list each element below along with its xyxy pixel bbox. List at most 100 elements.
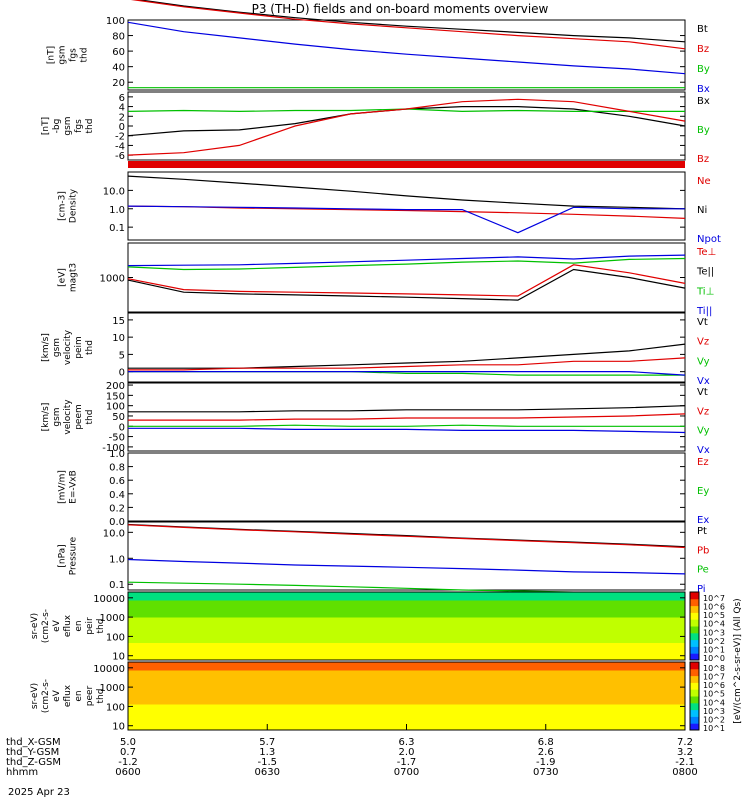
heatmap-cell (128, 643, 180, 652)
heatmap-cell (482, 696, 534, 705)
legend-entry: Vy (697, 356, 710, 367)
y-axis-label: eflux (63, 684, 73, 707)
colorbar-tick-label: 10^2 (703, 637, 725, 646)
plot-title: P3 (TH-D) fields and on-board moments ov… (252, 2, 549, 16)
y-tick-label: -2 (115, 132, 125, 143)
heatmap-cell (533, 626, 585, 635)
series-line-Pi (127, 558, 686, 575)
heatmap-cell (482, 600, 534, 610)
y-axis-label: gsm (58, 45, 68, 64)
y-tick-label: 6 (119, 93, 125, 104)
y-tick-label: 10000 (93, 664, 125, 675)
heatmap-cell (279, 670, 332, 680)
heatmap-cell (178, 634, 230, 644)
y-tick-label: 20 (112, 78, 125, 89)
heatmap-cell (128, 626, 180, 635)
colorbar-tick-label: 10^3 (703, 707, 725, 716)
colorbar (689, 661, 700, 731)
heatmap-cell (229, 687, 281, 697)
x-axis-value: 1.3 (259, 747, 275, 758)
colorbar-frame (689, 591, 700, 661)
heatmap-cell (583, 662, 635, 671)
y-axis-label: en (74, 620, 84, 631)
legend-entry: By (697, 125, 710, 136)
legend-entry: Vt (697, 387, 708, 398)
y-axis-label: thd (85, 340, 95, 355)
colorbar-tick-label: 10^8 (703, 664, 725, 673)
series-line-Vx (128, 427, 686, 434)
panel-frame (127, 91, 686, 161)
y-axis-label: [nT] (41, 117, 51, 135)
heatmap-cell (381, 662, 433, 671)
heatmap-cell (330, 600, 382, 610)
heatmap-cell (533, 609, 585, 618)
heatmap-cell (431, 713, 483, 722)
series-line-Bz (130, 0, 686, 50)
y-tick-label: 1000 (100, 683, 125, 694)
panel-frame (127, 591, 686, 661)
heatmap-cell (279, 704, 332, 714)
heatmap-cell (330, 721, 382, 731)
y-axis-label: eflux (63, 614, 73, 637)
panel-8 (127, 521, 686, 596)
y-tick-label: -4 (115, 141, 125, 152)
heatmap-cell (634, 617, 686, 627)
heatmap-cell (482, 609, 534, 618)
y-tick-label: 0 (119, 422, 125, 433)
heatmap-cell (178, 662, 230, 671)
heatmap-cell (229, 592, 281, 601)
legend-entry: Vx (697, 445, 710, 456)
x-axis-value: 0730 (533, 767, 558, 778)
heatmap-cell (128, 687, 180, 697)
heatmap-cell (229, 670, 281, 680)
heatmap-cell (583, 600, 635, 610)
heatmap-cell (533, 704, 585, 714)
panel-7 (127, 452, 686, 522)
y-axis-label: thd (96, 619, 106, 634)
heatmap-cell (381, 670, 433, 680)
heatmap-cell (533, 713, 585, 722)
y-axis-label: thd (85, 410, 95, 425)
y-axis-label: velocity (63, 329, 73, 365)
y-tick-label: 60 (112, 47, 125, 58)
series-line-Ni (127, 175, 686, 210)
heatmap-cell (178, 617, 230, 627)
y-tick-label: -50 (109, 433, 125, 444)
series-line-Vz (128, 357, 686, 371)
heatmap-cell (482, 643, 534, 652)
colorbar-tick-label: 10^2 (703, 715, 725, 724)
y-tick-label: 10.0 (103, 528, 125, 539)
legend-entry: Bz (697, 154, 709, 165)
x-axis-value: -1.2 (118, 757, 138, 768)
heatmap-cell (381, 713, 433, 722)
heatmap-cell (583, 721, 635, 731)
x-axis-value: 0700 (394, 767, 419, 778)
heatmap-cell (381, 651, 433, 661)
heatmap-cell (482, 592, 534, 601)
series-line-Bt (136, 0, 686, 43)
y-tick-label: 40 (112, 63, 125, 74)
series-line-Te|| (127, 268, 686, 301)
panel-frame (127, 242, 686, 313)
heatmap-cell (533, 651, 585, 661)
y-tick-label: 100 (106, 402, 125, 413)
legend-entry: Ti|| (696, 306, 712, 317)
y-tick-label: 10 (112, 652, 125, 663)
heatmap-cell (634, 609, 686, 618)
colorbar-tick-label: 10^6 (703, 681, 725, 690)
heatmap-cell (330, 592, 382, 601)
heatmap-cell (330, 662, 382, 671)
legend-entry: Te⊥ (696, 247, 716, 258)
legend-entry: Vz (697, 337, 709, 348)
colorbar-cell (690, 682, 699, 690)
colorbar-tick-label: 10^4 (703, 698, 725, 707)
colorbar-cell (690, 605, 699, 613)
y-tick-label: 100 (106, 632, 125, 643)
heatmap-cell (431, 634, 483, 644)
series-line-Bz (127, 98, 686, 156)
heatmap-cell (533, 592, 585, 601)
heatmap-cell (431, 704, 483, 714)
series-line-Ti⊥ (127, 257, 686, 271)
y-tick-label: 50 (112, 412, 125, 423)
heatmap-cell (330, 634, 382, 644)
